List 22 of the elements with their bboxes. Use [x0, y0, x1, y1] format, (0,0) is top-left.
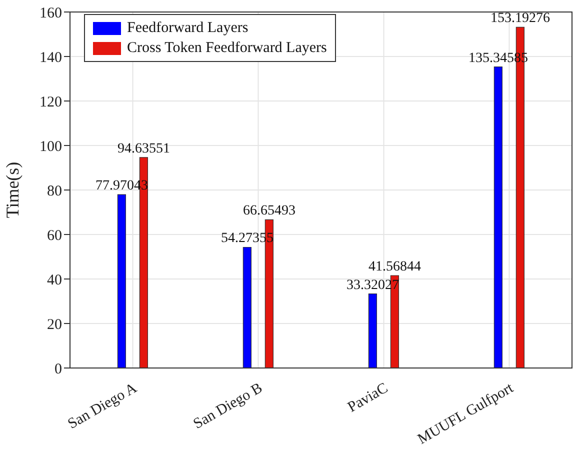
bar — [368, 294, 377, 368]
data-label: 94.63551 — [117, 141, 170, 156]
y-tick-label: 40 — [47, 272, 62, 288]
data-label: 153.19276 — [490, 11, 550, 26]
y-tick-label: 80 — [47, 183, 62, 200]
y-tick-label: 20 — [47, 316, 62, 333]
x-tick-label: San Diego A — [65, 380, 140, 432]
y-tick-label: 100 — [40, 138, 62, 155]
y-tick-label: 60 — [47, 228, 62, 244]
y-tick-label: 140 — [40, 50, 62, 66]
data-label: 41.56844 — [368, 260, 421, 275]
bar — [117, 194, 126, 368]
bar — [242, 246, 252, 368]
data-label: 66.65493 — [242, 204, 296, 219]
legend-label: Cross Token Feedforward Layers — [127, 40, 327, 56]
legend-label: Feedforward Layers — [127, 20, 248, 36]
y-tick-label: 0 — [54, 361, 62, 378]
y-axis-title: Time(s) — [2, 162, 22, 218]
x-tick-label: San Diego B — [190, 380, 266, 432]
y-tick-label: 160 — [40, 5, 62, 22]
bar — [494, 66, 502, 368]
y-tick-label: 120 — [40, 94, 62, 110]
